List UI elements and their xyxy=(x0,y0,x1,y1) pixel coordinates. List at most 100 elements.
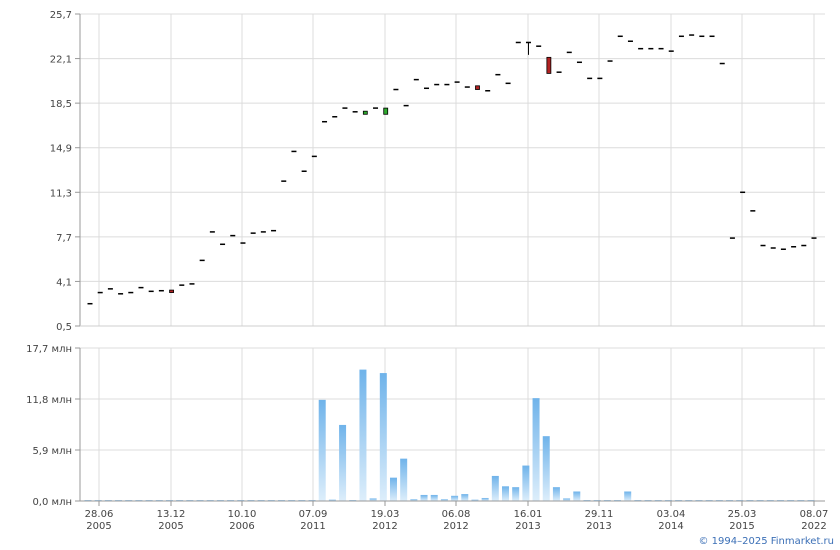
price-candle xyxy=(362,110,368,115)
x-tick-date: 10.10 xyxy=(228,509,257,520)
volume-tick-label: 17,7 млн xyxy=(26,344,72,355)
price-candle xyxy=(464,86,470,88)
price-candle xyxy=(383,107,389,115)
volume-bar xyxy=(430,494,438,501)
price-candle xyxy=(169,289,174,293)
price-tick-label: 18,5 xyxy=(50,99,72,110)
price-candle xyxy=(729,237,735,239)
volume-tick-label: 0,0 млн xyxy=(32,497,72,508)
price-candle xyxy=(403,104,409,107)
x-tick-date: 28.06 xyxy=(85,509,114,520)
price-tick-label: 4,1 xyxy=(56,277,72,288)
price-tick-label: 0,5 xyxy=(56,322,72,333)
price-candle xyxy=(791,246,797,248)
price-candle xyxy=(118,293,124,295)
price-candle xyxy=(260,231,266,233)
price-candle xyxy=(740,191,746,194)
x-tick-date: 25.03 xyxy=(728,509,757,520)
price-candle xyxy=(291,150,297,153)
price-candle xyxy=(780,248,786,250)
volume-bar xyxy=(471,499,479,501)
volume-bar xyxy=(502,486,510,501)
price-candle xyxy=(556,71,562,73)
price-candle xyxy=(505,82,511,85)
x-tick-year: 2005 xyxy=(158,521,183,532)
price-candle xyxy=(342,107,348,109)
x-tick-date: 13.12 xyxy=(157,509,186,520)
price-tick-label: 14,9 xyxy=(50,144,72,155)
volume-bar xyxy=(328,499,336,501)
price-candle xyxy=(189,283,195,285)
price-tick-label: 7,7 xyxy=(56,233,72,244)
x-tick-year: 2014 xyxy=(658,521,683,532)
x-tick-year: 2022 xyxy=(801,521,826,532)
price-candle xyxy=(597,77,603,80)
x-tick-year: 2006 xyxy=(229,521,254,532)
x-tick-date: 07.09 xyxy=(299,509,328,520)
price-candle xyxy=(485,90,491,92)
price-candle xyxy=(199,259,205,262)
price-tick-label: 11,3 xyxy=(50,188,72,199)
price-candle xyxy=(638,47,644,50)
price-candle xyxy=(607,60,613,62)
price-candle xyxy=(495,73,501,76)
price-candle xyxy=(750,210,756,212)
price-candle xyxy=(566,51,572,54)
price-candle xyxy=(576,61,582,64)
price-candle xyxy=(587,77,593,80)
price-candle xyxy=(209,231,215,233)
volume-bar xyxy=(451,495,459,501)
price-candle xyxy=(454,81,460,83)
price-candle xyxy=(271,229,277,232)
copyright-label[interactable]: © 1994–2025 Finmarket.ru xyxy=(698,536,834,547)
price-candle xyxy=(179,284,185,286)
volume-bar xyxy=(339,424,347,501)
price-candle xyxy=(678,35,684,38)
price-candle xyxy=(760,244,766,247)
price-candle xyxy=(128,291,134,294)
price-candle xyxy=(444,83,450,86)
x-tick-year: 2005 xyxy=(86,521,111,532)
price-candle xyxy=(770,247,776,249)
volume-bar xyxy=(420,494,428,501)
price-candle xyxy=(515,41,521,44)
volume-bar xyxy=(542,436,550,501)
volume-bar xyxy=(532,398,540,501)
price-candle xyxy=(617,35,623,38)
price-candle xyxy=(311,155,317,158)
price-candle xyxy=(525,41,531,55)
price-candle xyxy=(107,288,113,290)
volume-bar xyxy=(389,477,397,501)
x-tick-date: 08.07 xyxy=(800,509,829,520)
x-tick-date: 29.11 xyxy=(585,509,614,520)
price-candle xyxy=(699,35,705,38)
volume-bar xyxy=(481,497,489,501)
price-candle xyxy=(709,35,715,38)
price-candle xyxy=(475,85,480,90)
price-candle xyxy=(87,302,93,305)
volume-bar xyxy=(318,399,326,501)
x-tick-year: 2011 xyxy=(300,521,325,532)
price-candle xyxy=(546,56,552,74)
volume-bar xyxy=(552,487,560,501)
x-tick-year: 2012 xyxy=(443,521,468,532)
volume-bar xyxy=(491,475,499,501)
price-candle xyxy=(536,45,542,47)
price-candle xyxy=(811,237,817,239)
volume-series xyxy=(84,369,815,502)
volume-bar xyxy=(359,369,367,501)
price-tick-label: 22,1 xyxy=(50,55,72,66)
x-tick-date: 19.03 xyxy=(371,509,400,520)
volume-tick-label: 5,9 млн xyxy=(32,446,72,457)
price-candle xyxy=(627,40,633,42)
price-candle xyxy=(719,62,725,65)
price-candle xyxy=(373,107,379,109)
volume-bar xyxy=(461,494,469,501)
price-candle xyxy=(648,47,654,50)
price-tick-label: 25,7 xyxy=(50,10,72,21)
x-tick-date: 16.01 xyxy=(514,509,543,520)
x-tick-year: 2015 xyxy=(729,521,754,532)
price-candle xyxy=(322,120,328,123)
x-tick-year: 2012 xyxy=(372,521,397,532)
